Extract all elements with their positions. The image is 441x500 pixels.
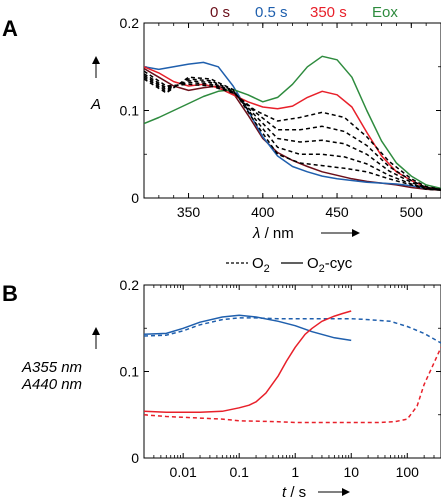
legend-350s: 350 s [310, 4, 347, 21]
series-line-a355-nm-o2 [144, 317, 441, 344]
series-line-a355-nm-o2-cyc [144, 314, 352, 342]
panel-b-ylabel-355: A355 nm [21, 359, 82, 376]
series-line-intermediate-8 [144, 76, 441, 191]
series-line-intermediate-4 [144, 70, 441, 191]
x-tick-label: 0.1 [229, 464, 249, 480]
y-tick-label: 0.2 [120, 15, 140, 31]
panel-a-xlabel: λ / nm [252, 225, 360, 242]
x-tick-label: 450 [325, 204, 349, 220]
legend-0s: 0 s [210, 4, 230, 21]
y-tick-label: 0 [131, 190, 139, 206]
x-tick-label: 350 [177, 204, 201, 220]
series-line-intermediate-7 [144, 76, 441, 191]
panel-b-xlabel-text: t / s [282, 484, 306, 500]
series-line-a440-nm-o2-cyc [144, 310, 352, 413]
panel-a-ylabel-text: A [90, 96, 101, 113]
panel-b-xlabel-arrowhead [342, 488, 350, 496]
panel-b-xlabel: t / s [282, 484, 350, 500]
x-tick-label: 100 [396, 464, 420, 480]
x-tick-label: 10 [343, 464, 359, 480]
y-tick-label: 0 [131, 450, 139, 466]
x-tick-label: 0.01 [170, 464, 197, 480]
series-line-intermediate-6 [144, 74, 441, 191]
legend-o2cyc-text: O2-cyc [307, 255, 353, 275]
y-tick-label: 0.1 [120, 364, 140, 380]
panel-b-ylabel: A355 nm A440 nm [21, 327, 100, 393]
series-line-0-5-s [144, 61, 441, 191]
panel-b-plot: 0.01 0.1 1 10 100 0 0.1 0.2 [120, 277, 441, 480]
panel-a-label: A [2, 16, 18, 41]
panel-b-legend: O2 O2-cyc [226, 255, 353, 275]
panel-a-legend: 0 s 0.5 s 350 s Eox [210, 4, 398, 21]
series-line-intermediate-5 [144, 73, 441, 191]
panel-b-label: B [2, 281, 18, 306]
x-tick-label: 500 [400, 204, 424, 220]
series-line-350-s [144, 66, 441, 191]
x-tick-label: 400 [251, 204, 275, 220]
panel-b-ylabel-arrowhead [92, 327, 100, 335]
panel-a-xlabel-arrowhead [352, 229, 360, 237]
panel-a-ylabel-arrowhead [92, 56, 100, 64]
legend-0-5s: 0.5 s [255, 4, 288, 21]
panel-a-xlabel-text: λ / nm [252, 225, 294, 242]
series-line-eox [144, 55, 441, 190]
legend-eox: Eox [372, 4, 398, 21]
panel-b-frame [143, 284, 441, 459]
panel-a-plot: 350 400 450 500 0 0.1 0.2 [120, 15, 441, 220]
series-line-a440-nm-o2 [144, 346, 441, 424]
panel-a-ylabel: A [90, 56, 101, 113]
x-tick-label: 1 [291, 464, 299, 480]
legend-o2-text: O2 [252, 255, 270, 275]
y-tick-label: 0.1 [120, 103, 140, 119]
panel-b-ylabel-440: A440 nm [21, 376, 82, 393]
y-tick-label: 0.2 [120, 277, 140, 293]
